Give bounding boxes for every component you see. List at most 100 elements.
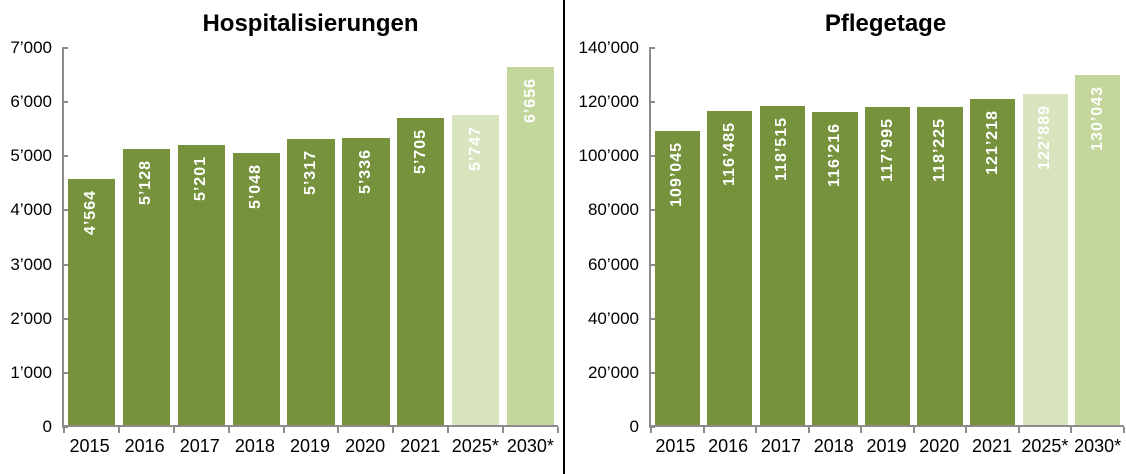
bar-cell-2019: 117’995 bbox=[861, 48, 914, 425]
y-tick-label: 60’000 bbox=[587, 254, 639, 274]
x-axis-label-2016: 2016 bbox=[124, 436, 165, 456]
chart-hospitalisierungen: Hospitalisierungen 7’000 6’000 5’000 4’000 3… bbox=[0, 10, 563, 456]
bar-2020: 5’336 bbox=[342, 137, 390, 425]
y-tick-mark bbox=[649, 317, 655, 320]
bar-2030: 6’656 bbox=[506, 66, 555, 425]
x-axis-label-2018: 2018 bbox=[813, 436, 854, 456]
x-tick-mark bbox=[912, 427, 915, 433]
bar-value-label: 5’747 bbox=[466, 126, 484, 172]
y-axis: 140’000 120’000 100’000 80’000 60’000 40’000 2… bbox=[565, 39, 655, 436]
x-tick-mark bbox=[650, 427, 652, 433]
bar-value-label: 109’045 bbox=[668, 142, 686, 208]
bar-value-label: 5’705 bbox=[411, 128, 429, 174]
plot-area: 4’564 5’128 5’201 5’048 5’317 5’336 5’705 5’747… bbox=[62, 48, 559, 433]
bar-value-label: 6’656 bbox=[521, 77, 539, 123]
bar-value-label: 122’889 bbox=[1036, 105, 1054, 170]
y-tick-mark bbox=[62, 155, 68, 158]
bar-2019: 5’317 bbox=[287, 138, 335, 425]
y-tick-mark bbox=[62, 317, 68, 320]
bars-group: 4’564 5’128 5’201 5’048 5’317 5’336 5’705 5’747… bbox=[64, 48, 558, 425]
bar-cell-2015: 109’045 bbox=[651, 48, 704, 425]
bar-value-label: 5’128 bbox=[137, 159, 155, 205]
x-tick-mark bbox=[1070, 427, 1073, 433]
bar-cell-2018: 116’216 bbox=[809, 48, 862, 425]
y-tick-mark bbox=[62, 209, 68, 212]
x-axis-label-2017: 2017 bbox=[760, 436, 801, 456]
y-tick-label: 120’000 bbox=[578, 92, 639, 112]
bar-2021: 5’705 bbox=[397, 117, 445, 425]
y-tick-mark bbox=[649, 263, 655, 266]
x-tick-mark bbox=[282, 427, 285, 433]
bar-cell-2030: 130’043 bbox=[1072, 48, 1125, 425]
bar-value-label: 5’048 bbox=[247, 164, 265, 210]
bar-value-label: 130’043 bbox=[1088, 85, 1106, 151]
y-tick-mark bbox=[62, 426, 68, 428]
x-tick-mark bbox=[860, 427, 863, 433]
bar-2019: 117’995 bbox=[864, 107, 911, 425]
bar-cell-2015: 4’564 bbox=[64, 48, 119, 425]
plot-row: 7’000 6’000 5’000 4’000 3’000 2’000 1’000 0 4’5… bbox=[0, 39, 563, 436]
bar-value-label: 116’485 bbox=[720, 122, 738, 187]
x-tick-mark bbox=[702, 427, 705, 433]
bar-2018: 5’048 bbox=[232, 153, 280, 425]
x-tick-mark bbox=[807, 427, 810, 433]
x-tick-mark bbox=[63, 427, 65, 433]
x-axis-label-2019: 2019 bbox=[289, 436, 331, 456]
x-axis-label-2025: 2025* bbox=[1021, 436, 1069, 456]
bar-2016: 5’128 bbox=[122, 148, 170, 425]
y-tick-label: 100’000 bbox=[578, 146, 639, 166]
x-axis-label-2030: 2030* bbox=[506, 436, 554, 456]
y-tick-mark bbox=[649, 47, 655, 49]
x-axis-label-2019: 2019 bbox=[866, 436, 907, 456]
x-axis-label-2015: 2015 bbox=[69, 436, 110, 456]
bar-cell-2030: 6’656 bbox=[503, 48, 558, 425]
x-tick-mark bbox=[117, 427, 120, 433]
x-axis-label-2017: 2017 bbox=[179, 436, 220, 456]
bar-cell-2021: 121’218 bbox=[966, 48, 1019, 425]
bar-cell-2020: 118’225 bbox=[914, 48, 967, 425]
x-tick-mark bbox=[172, 427, 175, 433]
y-tick-mark bbox=[649, 426, 655, 428]
bar-2025: 5’747 bbox=[452, 115, 500, 425]
y-tick-label: 2’000 bbox=[10, 308, 52, 328]
bar-cell-2017: 118’515 bbox=[756, 48, 809, 425]
x-tick-mark bbox=[1017, 427, 1020, 433]
y-tick-mark bbox=[62, 101, 68, 104]
bar-cell-2018: 5’048 bbox=[229, 48, 284, 425]
bar-2017: 5’201 bbox=[177, 144, 225, 425]
y-tick-label: 7’000 bbox=[10, 38, 52, 57]
x-axis-label-2016: 2016 bbox=[708, 436, 749, 456]
x-tick-mark bbox=[502, 427, 505, 433]
bar-2021: 121’218 bbox=[970, 98, 1016, 425]
bar-cell-2020: 5’336 bbox=[338, 48, 393, 425]
x-tick-mark bbox=[965, 427, 968, 433]
bar-cell-2017: 5’201 bbox=[174, 48, 229, 425]
y-tick-label: 0 bbox=[629, 417, 639, 436]
x-axis-label-2018: 2018 bbox=[234, 436, 275, 456]
bar-value-label: 116’216 bbox=[825, 123, 843, 188]
bar-2018: 116’216 bbox=[812, 112, 858, 425]
bar-cell-2025: 122’889 bbox=[1019, 48, 1072, 425]
bar-value-label: 121’218 bbox=[983, 109, 1001, 175]
bar-2025: 122’889 bbox=[1022, 94, 1068, 425]
x-tick-mark bbox=[557, 427, 559, 433]
y-axis: 7’000 6’000 5’000 4’000 3’000 2’000 1’000 0 bbox=[0, 39, 68, 436]
y-tick-mark bbox=[62, 371, 68, 374]
x-axis-label-2021: 2021 bbox=[400, 436, 441, 456]
bar-cell-2025: 5’747 bbox=[448, 48, 503, 425]
bar-cell-2016: 5’128 bbox=[119, 48, 174, 425]
plot-row: 140’000 120’000 100’000 80’000 60’000 40’000 2… bbox=[565, 39, 1126, 436]
bar-cell-2021: 5’705 bbox=[393, 48, 448, 425]
x-axis-label-2025: 2025* bbox=[451, 436, 499, 456]
bar-cell-2016: 116’485 bbox=[704, 48, 757, 425]
y-tick-mark bbox=[62, 47, 68, 49]
y-tick-label: 4’000 bbox=[10, 200, 52, 220]
x-axis-labels: 2015 2016 2017 2018 2019 2020 2021 2025* 2030* bbox=[649, 427, 1124, 474]
bar-cell-2019: 5’317 bbox=[284, 48, 339, 425]
y-tick-mark bbox=[649, 155, 655, 158]
bar-value-label: 5’201 bbox=[192, 155, 210, 201]
x-axis-label-2030: 2030* bbox=[1074, 436, 1122, 456]
y-tick-label: 6’000 bbox=[10, 92, 52, 112]
